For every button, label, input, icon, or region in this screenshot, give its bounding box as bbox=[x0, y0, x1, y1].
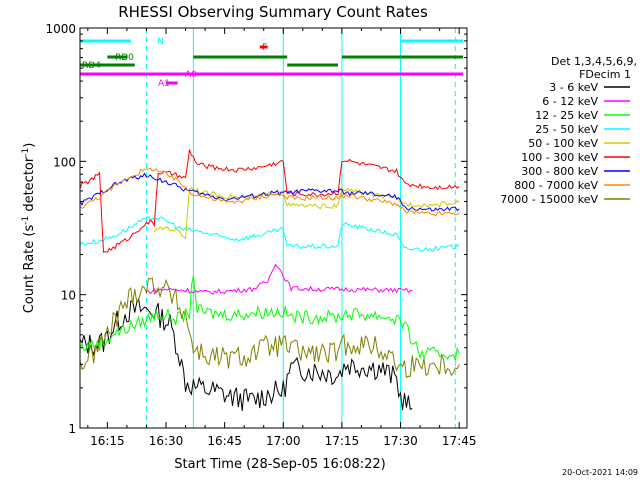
x-tick-label: 17:00 bbox=[266, 434, 301, 448]
status-bar-label: N bbox=[157, 37, 164, 47]
legend-label: 6 - 12 keV bbox=[542, 95, 598, 108]
x-tick-label: 16:30 bbox=[149, 434, 184, 448]
y-tick-label: 10 bbox=[61, 289, 76, 303]
series-line bbox=[79, 167, 460, 217]
x-tick-label: 16:45 bbox=[207, 434, 242, 448]
series-line bbox=[79, 277, 460, 379]
legend-label: 7000 - 15000 keV bbox=[500, 193, 598, 206]
y-tick-label: 1 bbox=[68, 422, 76, 436]
x-tick-label: 16:15 bbox=[90, 434, 125, 448]
x-axis-label: Start Time (28-Sep-05 16:08:22) bbox=[174, 457, 385, 472]
legend-header-line-2: FDecim 1 bbox=[579, 68, 631, 81]
status-bar-label: RD4 bbox=[82, 61, 101, 71]
legend-label: 300 - 800 keV bbox=[521, 165, 598, 178]
x-tick-label: 17:45 bbox=[442, 434, 477, 448]
legend-label: 800 - 7000 keV bbox=[514, 179, 598, 192]
status-bar-label: A0 bbox=[185, 70, 197, 80]
legend-label: 25 - 50 keV bbox=[535, 123, 598, 136]
legend-label: 3 - 6 keV bbox=[549, 81, 598, 94]
x-tick-label: 17:30 bbox=[383, 434, 418, 448]
legend-label: 50 - 100 keV bbox=[528, 137, 598, 150]
series-line bbox=[79, 297, 413, 411]
plot-frame bbox=[79, 27, 468, 429]
series-line bbox=[79, 215, 460, 252]
legend-header-line-1: Det 1,3,4,5,6,9, bbox=[551, 55, 637, 68]
footer-date: 20-Oct-2021 14:09 bbox=[562, 468, 638, 477]
legend-label: 100 - 300 keV bbox=[521, 151, 598, 164]
status-bars: N RD0 RD4 F A0 A1 bbox=[80, 37, 464, 89]
y-tick-label: 100 bbox=[53, 155, 76, 169]
y-axis-label: Count Rate (s-1 detector-1) bbox=[21, 143, 37, 314]
legend-label: 12 - 25 keV bbox=[535, 109, 598, 122]
status-bar-label: F bbox=[262, 43, 267, 53]
chart-title: RHESSI Observing Summary Count Rates bbox=[118, 3, 428, 21]
x-tick-label: 17:15 bbox=[325, 434, 360, 448]
axes: 16:15 16:30 16:45 17:00 17:15 17:30 17:45 1 10 10… bbox=[45, 22, 476, 448]
series-line bbox=[146, 263, 413, 295]
series-line bbox=[79, 275, 460, 361]
series-line bbox=[79, 149, 460, 253]
status-bar-label: RD0 bbox=[115, 53, 134, 63]
time-markers bbox=[79, 28, 456, 428]
status-bar-label: A1 bbox=[158, 79, 170, 89]
series-line bbox=[153, 186, 460, 240]
series-lines bbox=[79, 149, 460, 411]
y-tick-label: 1000 bbox=[45, 22, 76, 36]
